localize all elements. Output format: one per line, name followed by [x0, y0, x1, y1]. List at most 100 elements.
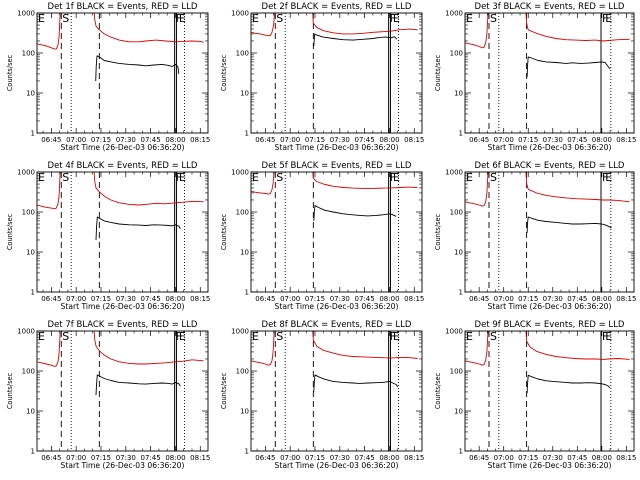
panel-det-1: Det 1f BLACK = Events, RED = LLD 1 10 100 10… — [6, 2, 210, 152]
x-tick-label: 07:45 — [355, 295, 375, 303]
y-tick-label: 1 — [459, 448, 463, 456]
y-tick-label: 10 — [454, 408, 463, 416]
y-tick-label: 1 — [459, 130, 463, 138]
y-tick-label: 10 — [26, 408, 35, 416]
marker-S: S — [490, 330, 497, 343]
x-tick-label: 07:45 — [141, 454, 161, 462]
series-line-events — [526, 374, 611, 394]
marker-S: S — [62, 330, 69, 343]
x-tick-label: 07:15 — [305, 136, 325, 144]
y-tick-label: 10 — [26, 90, 35, 98]
y-tick-label: 1000 — [231, 169, 249, 177]
series-line-lld — [465, 172, 630, 207]
x-axis-title: Start Time (26-Dec-03 06:36:20) — [488, 461, 612, 470]
marker-E: E — [252, 330, 259, 343]
x-axis-title: Start Time (26-Dec-03 06:36:20) — [488, 143, 612, 152]
panel-det-3: Det 3f BLACK = Events, RED = LLD 1 10 100 10… — [434, 2, 636, 152]
x-tick-label: 08:00 — [165, 295, 185, 303]
vertical-lines — [60, 13, 186, 133]
y-tick-label: 10 — [26, 249, 35, 257]
series-line-events — [95, 374, 181, 396]
series-line-lld — [251, 331, 418, 366]
x-tick-label: 07:15 — [91, 295, 111, 303]
y-tick-label: 100 — [22, 368, 35, 376]
marker-F: F — [176, 330, 182, 343]
x-tick-label: 07:30 — [543, 295, 563, 303]
x-tick-label: 07:45 — [141, 136, 161, 144]
y-tick-label: 10 — [240, 408, 249, 416]
y-tick-label: 100 — [236, 209, 249, 217]
marker-E: E — [38, 330, 45, 343]
x-tick-label: 07:15 — [91, 136, 111, 144]
x-tick-label: 07:15 — [518, 295, 538, 303]
x-axis-title: Start Time (26-Dec-03 06:36:20) — [275, 302, 399, 311]
vertical-lines — [274, 13, 400, 133]
y-tick-label: 1000 — [231, 328, 249, 336]
panel-title: Det 5f BLACK = Events, RED = LLD — [262, 161, 412, 171]
x-axis-title: Start Time (26-Dec-03 06:36:20) — [61, 461, 185, 470]
series-line-events — [313, 205, 397, 221]
y-tick-label: 1 — [245, 448, 249, 456]
marker-F: F — [390, 171, 396, 184]
x-tick-label: 07:00 — [66, 136, 86, 144]
y-tick-label: 100 — [236, 50, 249, 58]
panel-det-5: Det 5f BLACK = Events, RED = LLD 1 10 100 10… — [220, 161, 424, 311]
marker-E: E — [466, 171, 473, 184]
x-tick-label: 08:15 — [616, 136, 636, 144]
x-axis-title: Start Time (26-Dec-03 06:36:20) — [488, 302, 612, 311]
x-tick-label: 07:45 — [567, 454, 587, 462]
x-tick-label: 08:00 — [592, 136, 612, 144]
x-tick-label: 06:45 — [469, 295, 489, 303]
series-line-lld — [465, 331, 630, 366]
x-tick-label: 08:15 — [616, 295, 636, 303]
marker-S: S — [276, 12, 283, 25]
series-group — [37, 172, 204, 241]
x-tick-label: 07:00 — [66, 295, 86, 303]
marker-E: E — [605, 171, 612, 184]
x-tick-label: 07:15 — [305, 295, 325, 303]
x-tick-label: 07:30 — [543, 454, 563, 462]
marker-E: E — [252, 171, 259, 184]
series-line-events — [526, 56, 611, 78]
x-tick-label: 07:00 — [280, 454, 300, 462]
series-group — [37, 13, 204, 82]
marker-F: F — [602, 330, 608, 343]
vertical-lines — [60, 172, 186, 292]
panel-title: Det 9f BLACK = Events, RED = LLD — [475, 320, 625, 330]
marker-E: E — [393, 171, 400, 184]
marker-E: E — [605, 12, 612, 25]
marker-F: F — [390, 12, 396, 25]
x-tick-label: 08:15 — [404, 454, 424, 462]
marker-S: S — [276, 171, 283, 184]
y-axis-title: Counts/sec — [6, 54, 14, 91]
marker-E: E — [605, 330, 612, 343]
y-tick-label: 100 — [22, 50, 35, 58]
series-line-lld — [37, 13, 204, 50]
x-tick-label: 06:45 — [41, 454, 61, 462]
marker-S: S — [62, 12, 69, 25]
y-axis-title: Counts/sec — [6, 213, 14, 250]
x-tick-label: 08:15 — [190, 295, 210, 303]
x-tick-label: 06:45 — [469, 454, 489, 462]
panel-title: Det 7f BLACK = Events, RED = LLD — [48, 320, 198, 330]
y-tick-label: 100 — [450, 368, 463, 376]
panel-det-4: Det 4f BLACK = Events, RED = LLD 1 10 100 10… — [6, 161, 210, 311]
x-tick-label: 08:00 — [165, 454, 185, 462]
x-tick-label: 07:00 — [66, 454, 86, 462]
x-tick-label: 08:15 — [190, 136, 210, 144]
series-line-lld — [251, 13, 418, 37]
x-tick-label: 08:00 — [165, 136, 185, 144]
panel-title: Det 6f BLACK = Events, RED = LLD — [475, 161, 625, 171]
x-tick-label: 07:45 — [567, 136, 587, 144]
x-tick-label: 07:30 — [330, 454, 350, 462]
y-tick-label: 1000 — [445, 10, 463, 18]
y-axis-title: Counts/sec — [220, 213, 228, 250]
plot-frame — [250, 330, 423, 452]
x-tick-label: 06:45 — [41, 136, 61, 144]
series-line-lld — [37, 331, 204, 367]
marker-F: F — [390, 330, 396, 343]
y-tick-label: 10 — [240, 249, 249, 257]
marker-S: S — [62, 171, 69, 184]
x-tick-label: 08:00 — [592, 295, 612, 303]
